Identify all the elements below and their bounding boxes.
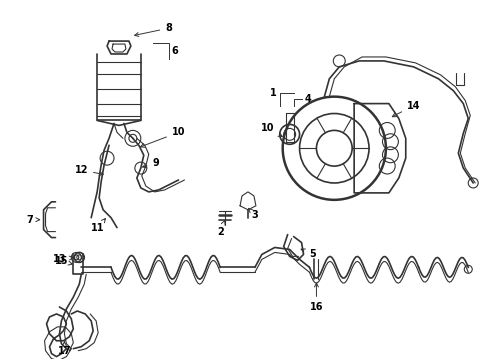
Text: 10: 10 <box>261 123 282 136</box>
Text: 15: 15 <box>55 256 72 266</box>
Text: 6: 6 <box>171 46 178 56</box>
Text: 9: 9 <box>142 158 159 168</box>
Text: 7: 7 <box>26 215 40 225</box>
Text: 10: 10 <box>140 127 185 147</box>
Text: 17: 17 <box>58 342 71 356</box>
Text: 4: 4 <box>304 94 310 104</box>
Text: 16: 16 <box>309 283 323 312</box>
Text: 11: 11 <box>91 219 105 233</box>
Text: 2: 2 <box>216 221 224 237</box>
Text: 13: 13 <box>53 255 73 264</box>
Text: 8: 8 <box>134 23 172 36</box>
Text: 14: 14 <box>391 100 420 117</box>
Text: 3: 3 <box>248 208 258 220</box>
Text: 1: 1 <box>270 88 277 98</box>
Text: 5: 5 <box>301 249 315 260</box>
Text: 12: 12 <box>74 165 103 175</box>
